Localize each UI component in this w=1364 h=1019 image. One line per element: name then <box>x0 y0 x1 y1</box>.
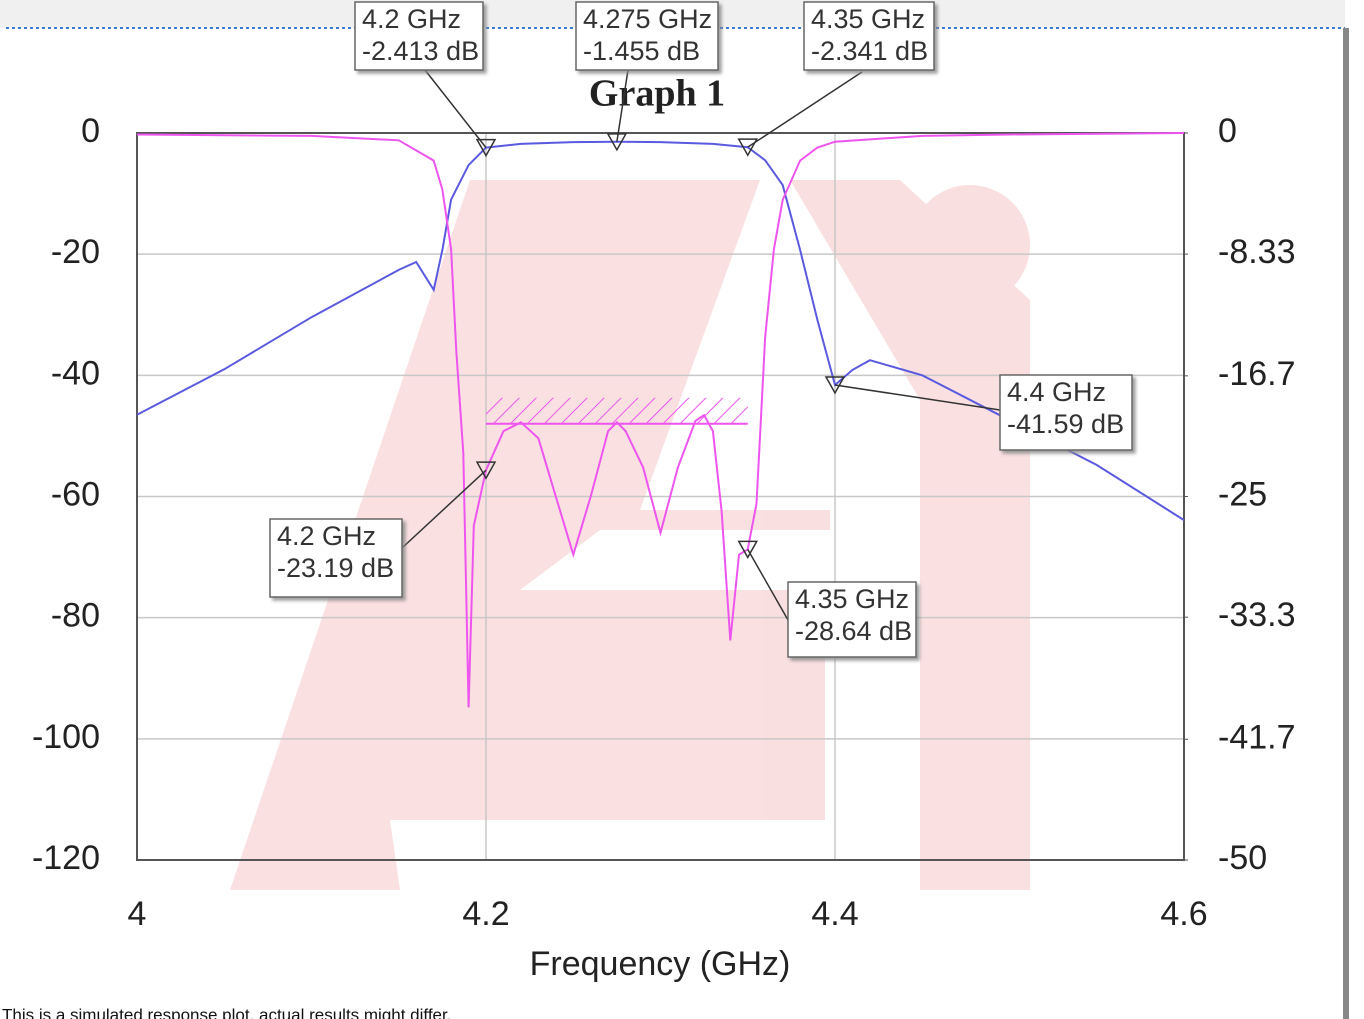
marker-x-label: 4.2 GHz <box>277 521 376 551</box>
x-axis-label: Frequency (GHz) <box>530 945 791 983</box>
y2-tick-label: -8.33 <box>1218 233 1296 271</box>
marker <box>475 461 497 480</box>
spec-hatch <box>486 397 748 424</box>
marker-leader <box>424 69 487 149</box>
marker-box <box>787 581 917 658</box>
marker-y-label: -41.59 dB <box>1007 409 1124 439</box>
y2-tick-label: 0 <box>1218 112 1237 150</box>
y-tick-label: -100 <box>32 718 100 756</box>
marker-box <box>354 1 484 71</box>
marker-y-label: -2.341 dB <box>811 36 928 66</box>
marker-y-label: -2.413 dB <box>362 36 479 66</box>
scroll-edge <box>1343 28 1349 1019</box>
marker-y-label: -23.19 dB <box>277 553 394 583</box>
x-tick-label: 4.4 <box>811 895 858 933</box>
plot-frame <box>136 132 1185 861</box>
marker-x-label: 4.4 GHz <box>1007 377 1106 407</box>
marker-box <box>269 518 403 598</box>
marker-leader <box>747 71 863 148</box>
marker <box>606 133 628 152</box>
marker-box <box>575 1 719 71</box>
x-tick-label: 4 <box>128 895 147 933</box>
y-tick-label: -80 <box>51 597 100 635</box>
marker <box>737 138 759 157</box>
marker-box <box>999 374 1133 451</box>
y2-tick-label: -41.7 <box>1218 718 1296 756</box>
y-tick-label: -120 <box>32 839 100 877</box>
y-tick-label: -20 <box>51 233 100 271</box>
y-tick-label: -60 <box>51 475 100 513</box>
marker-y-label: -1.455 dB <box>583 36 700 66</box>
y2-tick-label: -25 <box>1218 475 1267 513</box>
watermark <box>230 180 1030 890</box>
footnote: This is a simulated response plot, actua… <box>2 1005 451 1019</box>
marker <box>824 376 846 395</box>
marker-leader <box>401 469 487 549</box>
marker-leader <box>616 69 629 142</box>
x-tick-label: 4.2 <box>462 895 509 933</box>
chart-title: Graph 1 <box>589 73 725 115</box>
marker-x-label: 4.35 GHz <box>795 584 909 614</box>
marker-box <box>803 1 935 71</box>
y-tick-label: -40 <box>51 354 100 392</box>
y-tick-label: 0 <box>81 112 100 150</box>
marker-y-label: -28.64 dB <box>795 616 912 646</box>
marker-leader <box>834 384 1001 411</box>
marker-x-label: 4.275 GHz <box>583 4 712 34</box>
y2-tick-label: -33.3 <box>1218 596 1296 634</box>
marker-x-label: 4.35 GHz <box>811 4 925 34</box>
series-line <box>136 132 1185 708</box>
x-tick-label: 4.6 <box>1160 895 1207 933</box>
marker <box>737 540 759 559</box>
series-line <box>136 140 1185 521</box>
marker-x-label: 4.2 GHz <box>362 4 461 34</box>
y2-tick-label: -50 <box>1218 839 1267 877</box>
y2-tick-label: -16.7 <box>1218 355 1296 393</box>
marker-leader <box>747 549 789 621</box>
marker <box>475 138 497 158</box>
